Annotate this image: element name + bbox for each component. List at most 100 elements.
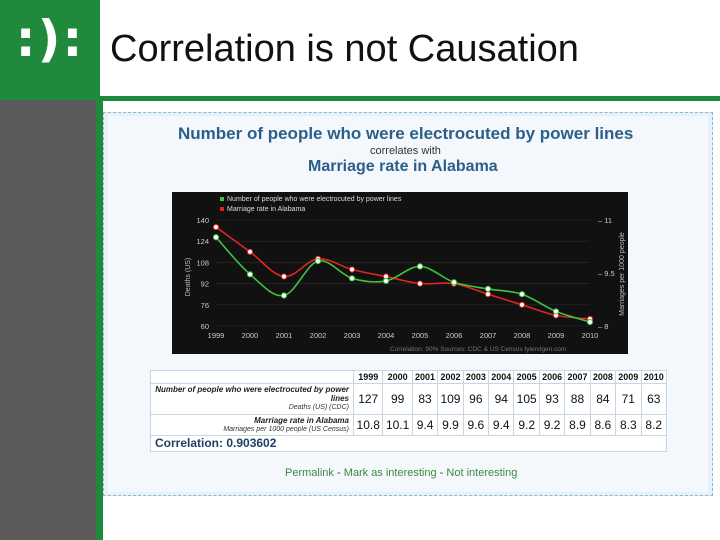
figure-subtitle: correlates with bbox=[370, 145, 441, 157]
x-tick-label: 2000 bbox=[242, 331, 259, 340]
table-year-header: 2009 bbox=[615, 370, 642, 384]
data-point bbox=[348, 266, 356, 273]
left-axis-ticks: 140 124 108 92 76 60 bbox=[196, 216, 209, 331]
row-subtitle: Deaths (US) (CDC) bbox=[288, 404, 349, 412]
table-cell: 9.2 bbox=[513, 413, 540, 436]
table-cell: 9.2 bbox=[538, 413, 566, 436]
separator: - bbox=[436, 467, 447, 479]
data-point bbox=[416, 280, 424, 287]
correlation-row: Correlation: 0.903602 bbox=[150, 434, 667, 453]
data-point bbox=[518, 301, 526, 308]
row-title: Number of people who were electrocuted b… bbox=[155, 385, 349, 404]
data-point bbox=[382, 277, 390, 285]
x-tick-label: 2002 bbox=[310, 331, 327, 340]
table-cell: 10.8 bbox=[352, 413, 384, 436]
table-cell: 88 bbox=[564, 383, 591, 415]
x-tick-label: 2008 bbox=[514, 331, 531, 340]
row-subtitle: Marriages per 1000 people (US Census) bbox=[223, 425, 349, 433]
y-tick-label-right: – 8 bbox=[598, 322, 608, 331]
y-tick-label-left: 92 bbox=[201, 280, 209, 289]
x-tick-label: 2010 bbox=[582, 331, 599, 340]
x-tick-label: 1999 bbox=[208, 331, 225, 340]
table-cell: 105 bbox=[513, 383, 540, 415]
data-table: 1999 2000 2001 2002 2003 2004 2005 2006 2007 2008… bbox=[150, 370, 667, 453]
table-cell: 99 bbox=[382, 383, 413, 415]
table-cell: 10.1 bbox=[382, 413, 413, 436]
data-point bbox=[314, 257, 322, 265]
legend-swatch bbox=[220, 197, 224, 201]
left-sidebar-band bbox=[0, 100, 96, 540]
table-cell: 109 bbox=[437, 383, 464, 415]
data-point bbox=[246, 248, 254, 255]
table-year-header: 2010 bbox=[640, 370, 667, 384]
separator: - bbox=[333, 467, 344, 479]
y-tick-label-left: 108 bbox=[196, 258, 209, 267]
chart-background bbox=[172, 192, 628, 354]
correlation-value: Correlation: 0.903602 bbox=[150, 434, 667, 453]
table-cell: 93 bbox=[538, 383, 566, 415]
table-cell: 9.4 bbox=[411, 413, 439, 436]
y-tick-label-left: 76 bbox=[201, 301, 209, 310]
table-cell: 127 bbox=[352, 383, 384, 415]
table-cell: 8.3 bbox=[615, 413, 642, 436]
table-year-header: 2004 bbox=[488, 370, 515, 384]
title-underline bbox=[100, 96, 720, 101]
y-tick-label-left: 60 bbox=[201, 322, 209, 331]
data-point bbox=[450, 279, 458, 286]
data-point bbox=[586, 318, 594, 326]
data-point bbox=[348, 275, 356, 282]
table-cell: 84 bbox=[589, 383, 617, 415]
table-cell: 8.6 bbox=[589, 413, 617, 436]
logo-panel bbox=[0, 0, 100, 100]
y-tick-label-right: – 9.5 bbox=[598, 269, 615, 278]
table-year-header: 2007 bbox=[564, 370, 591, 384]
y-tick-label-right: – 11 bbox=[598, 216, 612, 225]
data-point bbox=[552, 308, 560, 315]
data-point bbox=[212, 234, 220, 241]
table-cell: 8.9 bbox=[564, 413, 591, 436]
table-year-header: 2003 bbox=[462, 370, 490, 384]
legend-label: Marriage rate in Alabama bbox=[227, 206, 305, 213]
data-point bbox=[212, 223, 220, 231]
row-label-marriage-rate: Marriage rate in Alabama Marriages per 1… bbox=[150, 413, 354, 436]
table-row: Marriage rate in Alabama Marriages per 1… bbox=[150, 413, 667, 436]
table-year-header: 2001 bbox=[411, 370, 439, 384]
x-tick-label: 2007 bbox=[480, 331, 497, 340]
table-year-header: 2006 bbox=[538, 370, 566, 384]
table-year-header: 2005 bbox=[513, 370, 540, 384]
row-title: Marriage rate in Alabama bbox=[254, 415, 349, 425]
x-tick-label: 2006 bbox=[446, 331, 463, 340]
mark-interesting-link[interactable]: Mark as interesting bbox=[343, 467, 437, 479]
correlation-line-chart: 140 124 108 92 76 60 – 11 – 9.5 – 8 1999 2000 200… bbox=[172, 192, 628, 354]
legend-label: Number of people who were electrocuted b… bbox=[227, 196, 402, 203]
table-header-row: 1999 2000 2001 2002 2003 2004 2005 2006 2007 2008… bbox=[150, 370, 667, 384]
data-point bbox=[280, 292, 288, 299]
table-cell: 9.9 bbox=[437, 413, 464, 436]
data-point bbox=[484, 291, 492, 298]
not-interesting-link[interactable]: Not interesting bbox=[446, 467, 518, 479]
table-cell: 63 bbox=[640, 383, 667, 415]
right-axis-ticks: – 11 – 9.5 – 8 bbox=[598, 216, 615, 331]
table-year-header: 2002 bbox=[437, 370, 464, 384]
table-cell: 83 bbox=[411, 383, 439, 415]
permalink-link[interactable]: Permalink bbox=[285, 467, 334, 479]
table-year-header: 2008 bbox=[589, 370, 617, 384]
data-point bbox=[416, 263, 424, 270]
figure-second-title: Marriage rate in Alabama bbox=[308, 158, 498, 175]
table-corner-cell bbox=[150, 370, 354, 384]
data-point bbox=[246, 271, 254, 278]
table-cell: 71 bbox=[615, 383, 642, 415]
left-axis-label: Deaths (US) bbox=[185, 258, 192, 297]
logo: :): bbox=[15, 10, 85, 68]
left-accent-stripe bbox=[96, 100, 103, 540]
right-axis-label: Marriages per 1000 people bbox=[619, 232, 626, 316]
chart-grid bbox=[216, 219, 590, 327]
y-tick-label-left: 124 bbox=[196, 237, 209, 246]
table-row: Number of people who were electrocuted b… bbox=[150, 383, 667, 415]
table-cell: 96 bbox=[462, 383, 490, 415]
figure-title: Number of people who were electrocuted b… bbox=[178, 124, 634, 143]
legend-swatch bbox=[220, 207, 224, 211]
y-tick-label-left: 140 bbox=[196, 216, 209, 225]
x-axis-ticks: 1999 2000 2001 2002 2003 2004 2005 2006 2007 2008… bbox=[208, 331, 599, 340]
table-year-header: 1999 bbox=[352, 370, 384, 384]
